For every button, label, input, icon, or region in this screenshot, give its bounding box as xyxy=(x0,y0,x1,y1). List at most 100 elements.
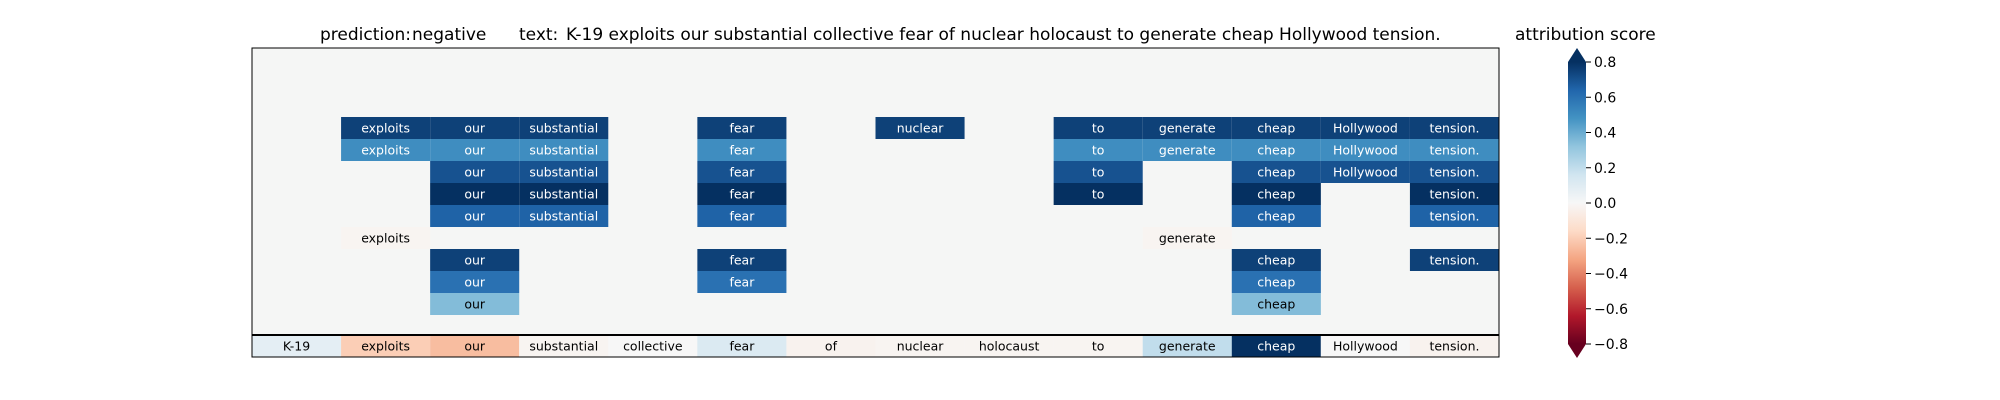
row-10-token-5-label: fear xyxy=(729,275,755,290)
row-7-token-3-label: substantial xyxy=(529,209,598,224)
row-8-token-1-label: exploits xyxy=(361,231,410,246)
base-row-token-13-cell xyxy=(1409,335,1499,357)
row-3-token-7-cell xyxy=(875,117,965,139)
row-5-token-5-label: fear xyxy=(729,165,755,180)
row-7-token-13-label: tension. xyxy=(1429,209,1479,224)
row-9-token-11-cell xyxy=(1231,249,1321,271)
row-3-token-12-label: Hollywood xyxy=(1333,121,1398,136)
row-9-token-13-cell xyxy=(1409,249,1499,271)
row-4-token-13-label: tension. xyxy=(1429,143,1479,158)
row-3-token-2-cell xyxy=(430,117,520,139)
row-10-token-2-cell xyxy=(430,271,520,293)
row-6-token-11-label: cheap xyxy=(1257,187,1295,202)
colorbar-tick-label: −0.8 xyxy=(1594,337,1628,353)
colorbar-ticks: 0.8 0.6 0.4 0.2 0.0 −0.2 −0.4 −0.6 −0.8 xyxy=(1586,55,1628,353)
row-6-token-2-cell xyxy=(430,183,520,205)
row-4-token-12-label: Hollywood xyxy=(1333,143,1398,158)
row-11-token-2-label: our xyxy=(464,297,486,312)
row-4-token-12-cell xyxy=(1320,139,1410,161)
row-5-token-12-cell xyxy=(1320,161,1410,183)
colorbar-extend-top xyxy=(1568,48,1586,62)
row-7-token-5-label: fear xyxy=(729,209,755,224)
colorbar-tick-label: −0.2 xyxy=(1594,231,1628,247)
colorbar-tick-label: 0.8 xyxy=(1594,55,1616,71)
row-3-token-3-cell xyxy=(519,117,609,139)
colorbar-tick-label: −0.6 xyxy=(1594,302,1628,318)
title-prediction-label: prediction: xyxy=(320,25,411,45)
row-11-token-11-label: cheap xyxy=(1257,297,1295,312)
row-9-token-2-label: our xyxy=(464,253,486,268)
row-3-token-3-label: substantial xyxy=(529,121,598,136)
base-row-token-12-cell xyxy=(1320,335,1410,357)
row-11-token-2-cell xyxy=(430,293,520,315)
row-3-token-13-cell xyxy=(1409,117,1499,139)
row-5-token-13-label: tension. xyxy=(1429,165,1479,180)
row-4-token-3-label: substantial xyxy=(529,143,598,158)
row-3-token-11-cell xyxy=(1231,117,1321,139)
row-6-token-5-label: fear xyxy=(729,187,755,202)
colorbar-tick-label: 0.6 xyxy=(1594,90,1616,106)
row-3-token-11-label: cheap xyxy=(1257,121,1295,136)
base-row-token-5-label: fear xyxy=(729,339,755,354)
row-9-token-13-label: tension. xyxy=(1429,253,1479,268)
base-row-token-3-cell xyxy=(519,335,609,357)
heatmap-frame xyxy=(251,47,1500,358)
base-row-token-2-cell xyxy=(430,335,520,357)
row-6-token-3-label: substantial xyxy=(529,187,598,202)
row-3-token-10-label: generate xyxy=(1159,121,1216,136)
row-3-token-7-label: nuclear xyxy=(897,121,945,136)
colorbar-title: attribution score xyxy=(1515,25,1656,45)
colorbar-tick-label: 0.2 xyxy=(1594,161,1616,177)
row-6-token-11-cell xyxy=(1231,183,1321,205)
row-7-token-11-cell xyxy=(1231,205,1321,227)
row-10-token-2-label: our xyxy=(464,275,486,290)
row-3-token-1-label: exploits xyxy=(361,121,410,136)
base-row-token-6-cell xyxy=(786,335,876,357)
base-row-token-7-cell xyxy=(875,335,965,357)
row-5-token-9-label: to xyxy=(1092,165,1105,180)
row-3-token-9-cell xyxy=(1053,117,1143,139)
row-5-token-13-cell xyxy=(1409,161,1499,183)
base-row-token-12-label: Hollywood xyxy=(1333,339,1398,354)
colorbar-gradient xyxy=(1568,62,1586,344)
base-row-token-5-cell xyxy=(697,335,787,357)
row-10-token-11-label: cheap xyxy=(1257,275,1295,290)
row-7-token-2-label: our xyxy=(464,209,486,224)
row-3-token-13-label: tension. xyxy=(1429,121,1479,136)
base-row-token-10-label: generate xyxy=(1159,339,1216,354)
row-9-token-5-label: fear xyxy=(729,253,755,268)
row-4-token-5-cell xyxy=(697,139,787,161)
row-4-token-10-cell xyxy=(1142,139,1232,161)
row-5-token-11-cell xyxy=(1231,161,1321,183)
base-row-token-1-label: exploits xyxy=(361,339,410,354)
row-3-token-9-label: to xyxy=(1092,121,1105,136)
row-6-token-9-label: to xyxy=(1092,187,1105,202)
base-row-token-9-cell xyxy=(1053,335,1143,357)
row-6-token-9-cell xyxy=(1053,183,1143,205)
row-4-token-5-label: fear xyxy=(729,143,755,158)
base-row-token-4-label: collective xyxy=(623,339,683,354)
row-9-token-11-label: cheap xyxy=(1257,253,1295,268)
row-7-token-11-label: cheap xyxy=(1257,209,1295,224)
row-6-token-13-label: tension. xyxy=(1429,187,1479,202)
base-row-token-0-label: K-19 xyxy=(283,339,310,354)
row-9-token-2-cell xyxy=(430,249,520,271)
colorbar-tick-label: 0.4 xyxy=(1594,126,1616,142)
row-10-token-5-cell xyxy=(697,271,787,293)
heatmap-cells: exploits our substantial fear nuclear to gener… xyxy=(252,117,1499,357)
base-row-token-0-cell xyxy=(252,335,342,357)
row-10-token-11-cell xyxy=(1231,271,1321,293)
row-4-token-9-label: to xyxy=(1092,143,1105,158)
row-3-token-12-cell xyxy=(1320,117,1410,139)
row-4-token-3-cell xyxy=(519,139,609,161)
row-6-token-2-label: our xyxy=(464,187,486,202)
row-4-token-13-cell xyxy=(1409,139,1499,161)
row-5-token-5-cell xyxy=(697,161,787,183)
base-row-token-4-cell xyxy=(608,335,698,357)
row-4-token-9-cell xyxy=(1053,139,1143,161)
row-5-token-9-cell xyxy=(1053,161,1143,183)
title-text-value: K-19 exploits our substantial collective… xyxy=(566,25,1441,45)
row-5-token-2-cell xyxy=(430,161,520,183)
row-7-token-13-cell xyxy=(1409,205,1499,227)
row-7-token-2-cell xyxy=(430,205,520,227)
